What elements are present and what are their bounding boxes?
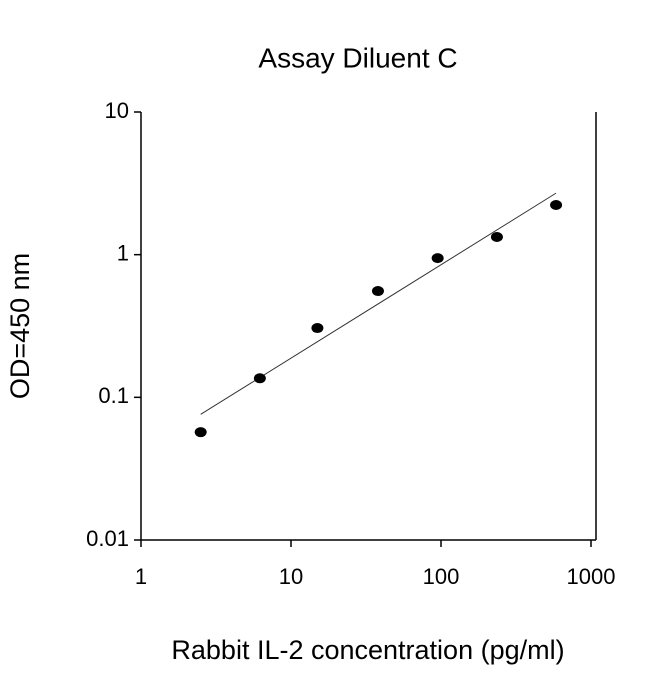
- y-axis-title: OD=450 nm: [5, 253, 35, 399]
- data-point: [431, 253, 444, 264]
- x-tick-label: 1000: [567, 564, 616, 589]
- data-point: [550, 199, 563, 210]
- trend-line: [200, 192, 557, 415]
- y-tick-label: 0.1: [98, 383, 129, 408]
- data-point: [194, 427, 207, 438]
- data-point: [371, 286, 384, 297]
- data-point: [311, 323, 324, 334]
- y-tick-label: 1: [117, 240, 129, 265]
- y-tick-label: 10: [105, 98, 129, 123]
- x-tick-label: 1: [135, 564, 147, 589]
- data-point: [253, 373, 266, 384]
- chart-title: Assay Diluent C: [258, 42, 457, 73]
- x-tick-label: 100: [423, 564, 460, 589]
- y-tick-label: 0.01: [86, 526, 129, 551]
- x-axis-title: Rabbit IL-2 concentration (pg/ml): [171, 635, 564, 665]
- data-point: [490, 231, 503, 242]
- x-tick-label: 10: [279, 564, 303, 589]
